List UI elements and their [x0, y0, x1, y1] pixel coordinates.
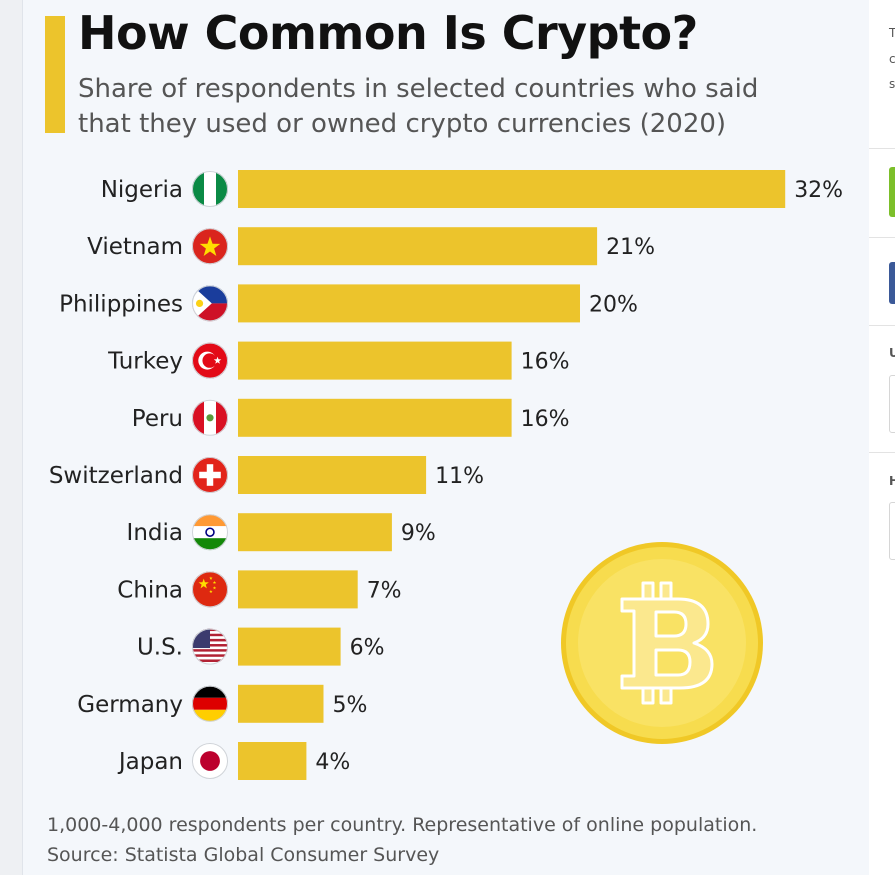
bar: [238, 513, 392, 552]
bar: [238, 170, 786, 208]
category-label: China: [117, 577, 183, 603]
value-label: 6%: [350, 636, 385, 661]
side-panel-text: c: [889, 52, 895, 66]
value-label: 11%: [435, 464, 484, 489]
germany-flag-icon: [192, 685, 228, 722]
side-panel-input[interactable]: [889, 375, 895, 433]
value-label: 20%: [589, 292, 638, 317]
chart-subtitle: Share of respondents in selected countri…: [78, 74, 759, 139]
bar-row: Turkey 16%: [107, 341, 570, 380]
bar-row: Germany 5%: [77, 684, 368, 723]
india-flag-icon: [192, 514, 228, 551]
value-label: 16%: [521, 407, 570, 432]
bar-chart: Nigeria 32% Vietnam 21% Philippines 20% Turkey…: [49, 170, 843, 780]
bar: [238, 570, 358, 609]
category-label: Vietnam: [87, 234, 183, 260]
bitcoin-symbol: [620, 581, 714, 705]
value-label: 4%: [315, 750, 350, 775]
bars-layer: Nigeria 32% Vietnam 21% Philippines 20% Turkey…: [49, 170, 843, 780]
value-label: 9%: [401, 521, 436, 546]
china-flag-icon: [192, 571, 228, 608]
side-panel-green-button[interactable]: [889, 167, 895, 217]
bar-row: Peru 16%: [132, 398, 570, 437]
turkey-flag-icon: [192, 342, 228, 379]
side-panel-divider: [869, 452, 895, 453]
vietnam-flag-icon: [192, 228, 228, 265]
bar-row: China 7%: [117, 570, 402, 609]
bar: [238, 398, 512, 437]
category-label: Philippines: [59, 291, 183, 317]
category-label: Switzerland: [49, 463, 183, 489]
us-flag-icon: [192, 628, 228, 665]
bar-row: U.S. 6%: [137, 627, 385, 666]
category-label: Germany: [77, 692, 183, 718]
switzerland-flag-icon: [192, 457, 228, 493]
peru-flag-icon: [192, 399, 228, 436]
bar-row: Nigeria 32%: [101, 170, 843, 208]
category-label: U.S.: [137, 635, 183, 661]
bar: [238, 284, 580, 323]
nigeria-flag-icon: [192, 171, 228, 207]
category-label: Peru: [132, 406, 183, 432]
bar: [238, 341, 512, 380]
value-label: 21%: [606, 235, 655, 260]
side-panel-input[interactable]: [889, 502, 895, 560]
bar-row: Japan 4%: [117, 742, 350, 780]
side-panel-divider: [869, 237, 895, 238]
bar-row: Philippines 20%: [59, 284, 638, 323]
bar-row: Vietnam 21%: [87, 227, 655, 266]
infographic-card: [22, 0, 870, 875]
side-panel-text: T: [889, 26, 895, 40]
value-label: 7%: [367, 578, 402, 603]
category-label: Japan: [117, 749, 183, 775]
side-panel-label: H: [889, 474, 895, 488]
category-label: Turkey: [107, 349, 183, 375]
bar: [238, 742, 307, 780]
bar: [238, 456, 427, 494]
bar-row: Switzerland 11%: [49, 456, 484, 494]
category-label: India: [127, 520, 183, 546]
bar-row: India 9%: [127, 513, 436, 552]
chart-title: How Common Is Crypto?: [78, 6, 698, 60]
footnote-source: Source: Statista Global Consumer Survey: [47, 844, 440, 866]
bar: [238, 227, 598, 266]
side-panel-blue-button[interactable]: [889, 262, 895, 304]
philippines-flag-icon: [192, 285, 228, 322]
title-accent-bar: [45, 16, 65, 133]
japan-flag-icon: [192, 743, 228, 779]
value-label: 5%: [333, 693, 368, 718]
side-panel-divider: [869, 148, 895, 149]
footnote-respondents: 1,000-4,000 respondents per country. Rep…: [47, 814, 758, 836]
bar: [238, 684, 324, 723]
side-panel: T c s U H: [869, 0, 895, 875]
value-label: 32%: [794, 178, 843, 203]
category-label: Nigeria: [101, 177, 183, 203]
side-panel-text: s: [889, 77, 895, 91]
footnote: 1,000-4,000 respondents per country. Rep…: [47, 810, 757, 870]
side-panel-divider: [869, 325, 895, 326]
bitcoin-coin-icon: [561, 542, 763, 744]
side-panel-label: U: [889, 346, 895, 360]
bar: [238, 627, 341, 666]
value-label: 16%: [521, 350, 570, 375]
